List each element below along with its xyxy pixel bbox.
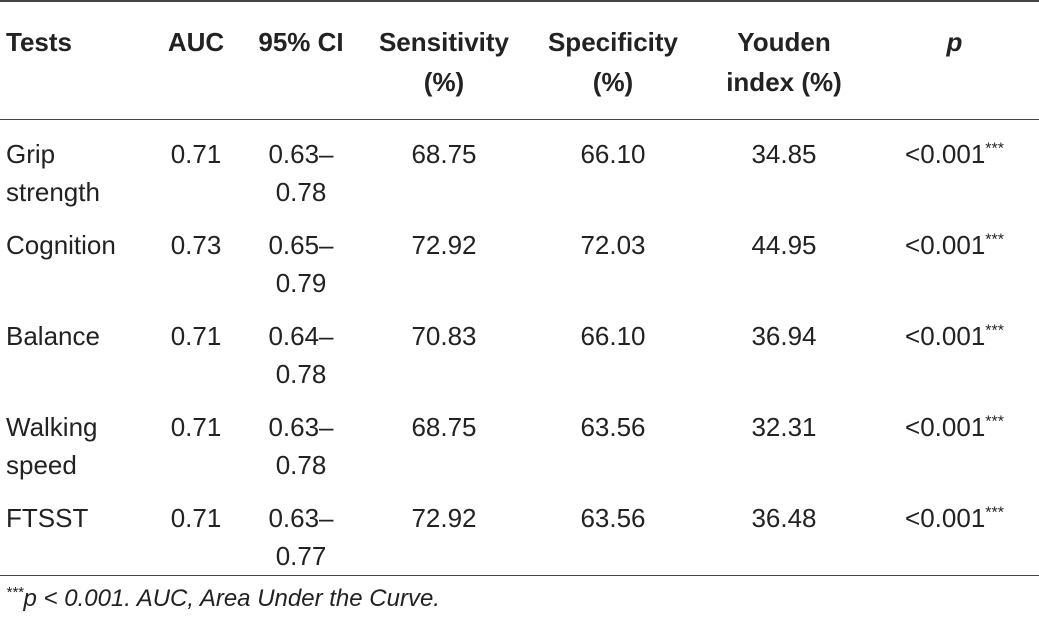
cell-auc: 0.71 [170,138,222,169]
cell-p: <0.001*** [905,138,1004,169]
cell-test: Walking speed [6,411,98,480]
cell-sensitivity: 72.92 [411,229,477,260]
cell-test: Balance [6,320,100,351]
cell-p: <0.001*** [905,229,1004,260]
cell-youden: 36.48 [751,502,817,533]
cell-p: <0.001*** [905,411,1004,442]
header-auc: AUC [167,27,225,57]
cell-test: Cognition [6,229,116,260]
header-ci: 95% CI [258,27,344,57]
header-youden: Youden index (%) [726,27,842,97]
cell-specificity: 66.10 [580,138,646,169]
cell-p: <0.001*** [905,320,1004,351]
table-footnote: ***p < 0.001. AUC, Area Under the Curve. [6,585,440,613]
cell-test: FTSST [6,502,89,533]
cell-sensitivity: 70.83 [411,320,477,351]
header-row: Tests AUC 95% CI Sensitivity (%) Specific… [0,1,1039,119]
table-body: Grip strength 0.71 0.63– 0.78 68.75 66.10 … [0,119,1039,575]
cell-specificity: 63.56 [580,502,646,533]
cell-ci: 0.63– 0.78 [268,138,334,207]
cell-specificity: 66.10 [580,320,646,351]
cell-sensitivity: 72.92 [411,502,477,533]
cell-specificity: 63.56 [580,411,646,442]
significance-mark: *** [985,321,1004,339]
cell-sensitivity: 68.75 [411,411,477,442]
results-table-container: Tests AUC 95% CI Sensitivity (%) Specific… [0,1,1039,575]
table-header: Tests AUC 95% CI Sensitivity (%) Specific… [0,1,1039,119]
table-row: Grip strength 0.71 0.63– 0.78 68.75 66.10 … [0,119,1039,211]
footnote-text: p < 0.001. AUC, Area Under the Curve. [23,585,440,612]
significance-mark: *** [985,412,1004,430]
table-row: FTSST 0.71 0.63– 0.77 72.92 63.56 36.48 <… [0,484,1039,575]
cell-specificity: 72.03 [580,229,646,260]
header-tests: Tests [6,27,72,57]
header-specificity: Specificity (%) [547,27,679,97]
cell-youden: 32.31 [751,411,817,442]
cell-ci: 0.64– 0.78 [268,320,334,389]
cell-p: <0.001*** [905,502,1004,533]
results-table: Tests AUC 95% CI Sensitivity (%) Specific… [0,1,1039,575]
cell-ci: 0.65– 0.79 [268,229,334,298]
cell-test: Grip strength [6,138,100,207]
significance-mark: *** [985,139,1004,157]
cell-auc: 0.73 [170,229,222,260]
cell-ci: 0.63– 0.78 [268,411,334,480]
cell-youden: 36.94 [751,320,817,351]
table-row: Cognition 0.73 0.65– 0.79 72.92 72.03 44.… [0,211,1039,302]
cell-auc: 0.71 [170,320,222,351]
header-p: p [946,27,963,57]
table-row: Balance 0.71 0.64– 0.78 70.83 66.10 36.94… [0,302,1039,393]
cell-youden: 34.85 [751,138,817,169]
cell-sensitivity: 68.75 [411,138,477,169]
cell-youden: 44.95 [751,229,817,260]
cell-auc: 0.71 [170,502,222,533]
cell-auc: 0.71 [170,411,222,442]
cell-ci: 0.63– 0.77 [268,502,334,571]
header-sensitivity: Sensitivity (%) [378,27,510,97]
table-row: Walking speed 0.71 0.63– 0.78 68.75 63.56 … [0,393,1039,484]
significance-mark: *** [985,230,1004,248]
footnote-mark: *** [6,584,24,601]
significance-mark: *** [985,503,1004,521]
